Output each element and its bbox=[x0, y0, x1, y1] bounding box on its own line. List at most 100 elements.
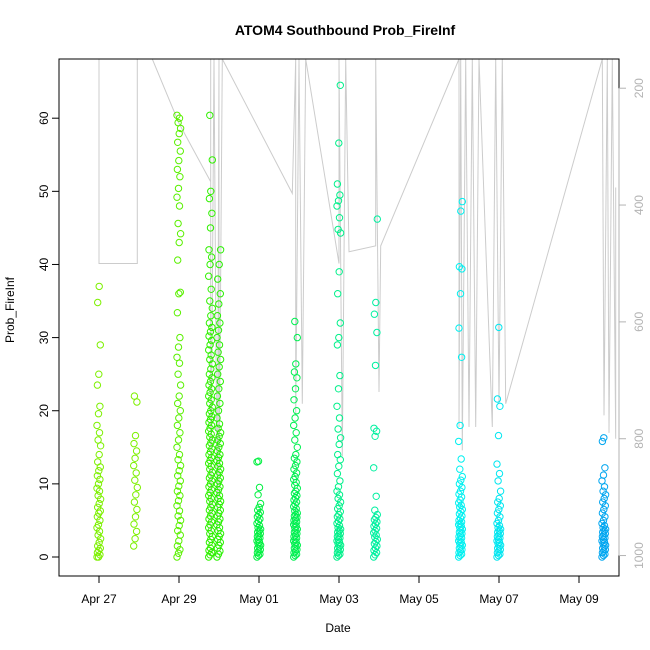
data-point bbox=[173, 502, 181, 510]
data-point bbox=[173, 542, 182, 550]
data-point bbox=[132, 527, 141, 536]
data-point bbox=[216, 290, 225, 298]
data-point bbox=[205, 392, 213, 400]
data-point bbox=[214, 424, 222, 432]
data-point bbox=[494, 477, 502, 485]
data-point bbox=[174, 219, 182, 228]
data-point bbox=[93, 381, 102, 389]
data-point bbox=[131, 431, 140, 440]
data-point bbox=[370, 424, 378, 432]
data-point bbox=[494, 524, 502, 532]
x-tick-label: May 07 bbox=[479, 592, 519, 606]
data-point bbox=[132, 469, 140, 477]
data-point bbox=[176, 288, 185, 296]
data-point bbox=[373, 510, 381, 519]
data-point bbox=[458, 505, 466, 514]
data-point bbox=[205, 319, 214, 327]
data-point bbox=[95, 370, 103, 378]
data-point bbox=[373, 328, 381, 337]
data-point bbox=[336, 477, 344, 485]
data-point bbox=[130, 439, 138, 448]
data-point bbox=[496, 502, 504, 510]
data-point bbox=[495, 494, 503, 503]
right-tick-label: 400 bbox=[632, 195, 646, 215]
data-point bbox=[455, 263, 464, 271]
data-point bbox=[133, 505, 141, 514]
data-point bbox=[208, 209, 216, 218]
data-point bbox=[457, 455, 465, 463]
data-point bbox=[293, 491, 301, 500]
data-point bbox=[173, 553, 181, 561]
data-point bbox=[130, 461, 138, 470]
data-point bbox=[175, 414, 183, 422]
right-tick-label: 200 bbox=[632, 78, 646, 98]
data-point bbox=[215, 363, 223, 371]
data-point bbox=[372, 492, 380, 500]
data-point bbox=[96, 341, 105, 349]
data-point bbox=[335, 268, 343, 276]
data-point bbox=[205, 346, 213, 354]
data-point bbox=[291, 461, 300, 470]
right-tick-label: 800 bbox=[632, 428, 646, 448]
data-point bbox=[207, 407, 215, 415]
data-point bbox=[174, 497, 183, 505]
data-point bbox=[333, 402, 341, 410]
data-point bbox=[335, 139, 343, 147]
data-point bbox=[600, 521, 609, 530]
data-point bbox=[290, 421, 298, 430]
data-point bbox=[95, 450, 103, 459]
data-point bbox=[94, 410, 103, 418]
data-point bbox=[290, 368, 299, 376]
data-point bbox=[175, 450, 184, 459]
data-point bbox=[336, 371, 344, 380]
data-point bbox=[95, 282, 103, 291]
data-point bbox=[206, 377, 215, 386]
data-point bbox=[176, 173, 184, 181]
data-point bbox=[174, 343, 183, 351]
data-point bbox=[176, 230, 185, 238]
data-point bbox=[599, 524, 607, 532]
data-point bbox=[335, 333, 343, 342]
data-point bbox=[206, 341, 214, 349]
data-point bbox=[175, 238, 183, 247]
data-point bbox=[334, 483, 343, 491]
data-point bbox=[495, 323, 503, 332]
data-point bbox=[173, 193, 181, 201]
y-tick-label: 60 bbox=[37, 111, 51, 125]
data-point bbox=[216, 319, 224, 327]
data-point bbox=[457, 207, 465, 215]
right-axis: 200 400 600 800 1000 bbox=[618, 78, 646, 569]
data-point bbox=[174, 138, 182, 147]
data-point bbox=[373, 535, 381, 544]
data-point bbox=[373, 518, 381, 526]
data-point bbox=[131, 513, 140, 521]
data-point bbox=[174, 549, 183, 557]
data-point bbox=[255, 510, 263, 519]
y-tick-label: 20 bbox=[37, 404, 51, 418]
data-point bbox=[456, 465, 464, 473]
data-point bbox=[334, 425, 342, 433]
data-point bbox=[174, 370, 182, 378]
data-point bbox=[494, 431, 503, 440]
data-point bbox=[333, 202, 341, 210]
data-point bbox=[371, 506, 379, 514]
data-point bbox=[95, 429, 104, 437]
data-point bbox=[373, 215, 381, 223]
data-point bbox=[94, 491, 102, 500]
data-point bbox=[94, 503, 102, 511]
data-point bbox=[132, 447, 141, 455]
data-point bbox=[176, 381, 185, 389]
data-point bbox=[213, 392, 222, 400]
data-point bbox=[206, 111, 214, 120]
y-tick-label: 10 bbox=[37, 477, 51, 491]
x-tick-label: Apr 27 bbox=[81, 592, 117, 606]
data-point bbox=[208, 323, 216, 332]
y-axis: 0 10 20 30 40 50 60 bbox=[37, 111, 60, 560]
data-point bbox=[214, 436, 222, 444]
data-point bbox=[206, 551, 214, 559]
data-point bbox=[213, 312, 222, 320]
data-point bbox=[335, 214, 344, 222]
data-point bbox=[208, 156, 217, 164]
y-tick-label: 40 bbox=[37, 257, 51, 271]
data-point bbox=[335, 502, 343, 510]
